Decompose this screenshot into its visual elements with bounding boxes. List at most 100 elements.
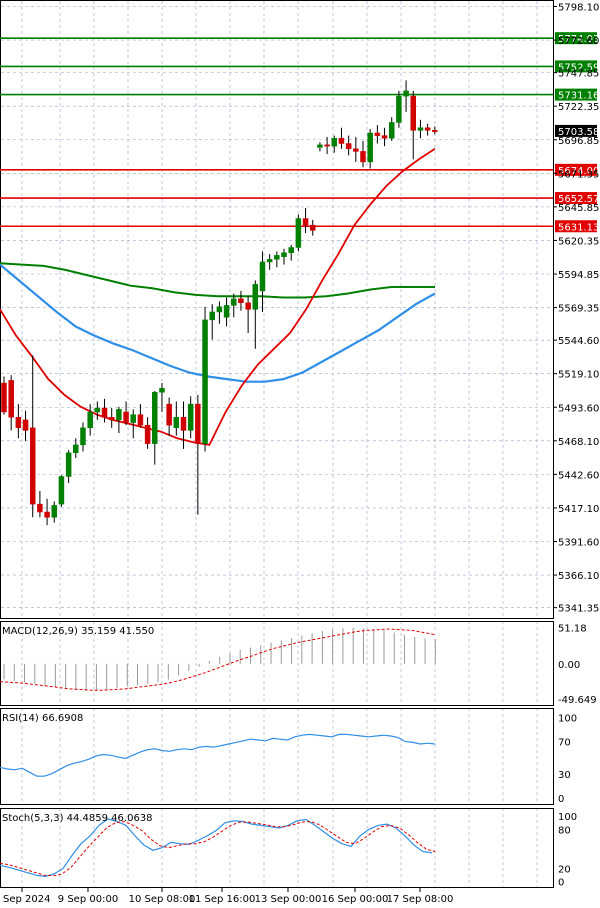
y-tick-label: 5747.85 bbox=[558, 69, 599, 80]
main-panel-frame bbox=[0, 0, 554, 619]
candle-body bbox=[202, 319, 208, 444]
candle-body bbox=[338, 137, 345, 144]
candle-body bbox=[231, 298, 237, 306]
y-tick-label: 5798.10 bbox=[558, 3, 599, 14]
candle-body bbox=[331, 137, 338, 147]
y-tick-label: 5671.35 bbox=[558, 169, 599, 180]
candle-body bbox=[388, 122, 395, 139]
level-price-label: 5652.57 bbox=[558, 194, 599, 205]
candle-body bbox=[29, 427, 36, 505]
rsi-line bbox=[0, 733, 436, 777]
candle-body bbox=[302, 218, 309, 226]
candle-body bbox=[37, 503, 43, 513]
candle-body bbox=[345, 143, 352, 150]
stoch-y-tick-label: 0 bbox=[558, 878, 564, 889]
candle-body bbox=[396, 95, 402, 123]
current-price-label: 5703.58 bbox=[558, 127, 599, 138]
candle-body bbox=[144, 424, 151, 444]
level-price-label: 5731.16 bbox=[558, 91, 599, 102]
stoch-k-line bbox=[0, 818, 433, 878]
candle-body bbox=[353, 148, 359, 152]
candle-body bbox=[137, 414, 144, 426]
candle-body bbox=[22, 419, 29, 431]
candle-body bbox=[58, 476, 65, 505]
macd-y-tick-label: 51.18 bbox=[558, 623, 587, 634]
macd-indicator: 51.18 0.00 -49.649 bbox=[0, 623, 597, 706]
candle-body bbox=[381, 135, 388, 139]
stoch-title: Stoch(5,3,3) 44.4859 46.0638 bbox=[2, 813, 153, 824]
x-tick-label: 9 Sep 00:00 bbox=[58, 894, 118, 905]
candle-body bbox=[209, 311, 215, 321]
candle-body bbox=[123, 411, 129, 423]
level-price-box bbox=[555, 163, 597, 176]
y-tick-label: 5722.35 bbox=[558, 102, 599, 113]
stoch-d-line bbox=[0, 820, 436, 877]
y-tick-label: 5442.60 bbox=[558, 470, 599, 481]
level-price-box bbox=[555, 88, 597, 101]
rsi-y-tick-label: 70 bbox=[558, 738, 571, 749]
candle-body bbox=[259, 261, 266, 292]
level-price-label: 5674.00 bbox=[558, 166, 599, 177]
x-tick-label: 11 Sep 16:00 bbox=[189, 894, 256, 905]
candle-body bbox=[1, 382, 7, 413]
candle-body bbox=[65, 452, 72, 477]
macd-signal-line bbox=[0, 628, 436, 691]
candle-body bbox=[238, 298, 244, 304]
y-tick-label: 5366.10 bbox=[558, 571, 599, 582]
candle-body bbox=[324, 144, 330, 147]
rsi-y-tick-label: 100 bbox=[558, 713, 577, 724]
candle-body bbox=[195, 403, 201, 444]
ma-line-red bbox=[0, 148, 436, 446]
candle-body bbox=[187, 403, 194, 431]
candle-body bbox=[266, 259, 273, 263]
candle-body bbox=[274, 255, 280, 260]
candle-body bbox=[417, 127, 424, 131]
ma-line-blue bbox=[0, 263, 436, 383]
level-price-label: 5631.13 bbox=[558, 222, 599, 233]
y-tick-label: 5391.60 bbox=[558, 538, 599, 549]
candle-body bbox=[73, 444, 79, 454]
current-price-box bbox=[555, 124, 597, 137]
ma-line-green bbox=[0, 262, 435, 299]
candle-body bbox=[288, 247, 294, 253]
level-price-box bbox=[555, 32, 597, 45]
y-tick-label: 5594.85 bbox=[558, 270, 599, 281]
candle-body bbox=[94, 407, 101, 413]
grid bbox=[1, 1, 553, 887]
rsi-title: RSI(14) 66.6908 bbox=[2, 713, 83, 724]
x-tick-label: 6 Sep 2024 bbox=[0, 894, 51, 905]
y-tick-label: 5468.10 bbox=[558, 437, 599, 448]
candle-body bbox=[87, 411, 93, 429]
y-tick-label: 5341.35 bbox=[558, 604, 599, 615]
candle-body bbox=[223, 305, 230, 318]
candle-body bbox=[216, 306, 223, 313]
y-tick-label: 5645.85 bbox=[558, 203, 599, 214]
x-tick-label: 10 Sep 08:00 bbox=[129, 894, 196, 905]
candle-body bbox=[403, 90, 409, 97]
candle-body bbox=[166, 403, 172, 426]
stoch-indicator: 100 80 20 0 bbox=[0, 812, 577, 889]
y-tick-label: 5772.60 bbox=[558, 36, 599, 47]
candle-body bbox=[374, 132, 381, 136]
candle-body bbox=[367, 132, 373, 163]
stoch-y-tick-label: 20 bbox=[558, 865, 571, 876]
candle-body bbox=[360, 151, 366, 163]
rsi-y-tick-label: 0 bbox=[558, 794, 564, 805]
candle-body bbox=[152, 392, 158, 444]
candle-body bbox=[130, 414, 136, 423]
candlesticks bbox=[1, 80, 438, 526]
candle-body bbox=[15, 417, 22, 429]
y-tick-label: 5417.10 bbox=[558, 504, 599, 515]
y-tick-label: 5569.35 bbox=[558, 304, 599, 315]
candle-body bbox=[101, 407, 108, 418]
candle-body bbox=[424, 127, 431, 131]
candle-body bbox=[116, 409, 122, 421]
y-tick-label: 5519.10 bbox=[558, 370, 599, 381]
level-price-box bbox=[555, 220, 597, 233]
level-price-box bbox=[555, 60, 597, 73]
rsi-y-tick-label: 30 bbox=[558, 770, 571, 781]
candle-body bbox=[44, 511, 50, 518]
moving-averages bbox=[0, 148, 436, 446]
